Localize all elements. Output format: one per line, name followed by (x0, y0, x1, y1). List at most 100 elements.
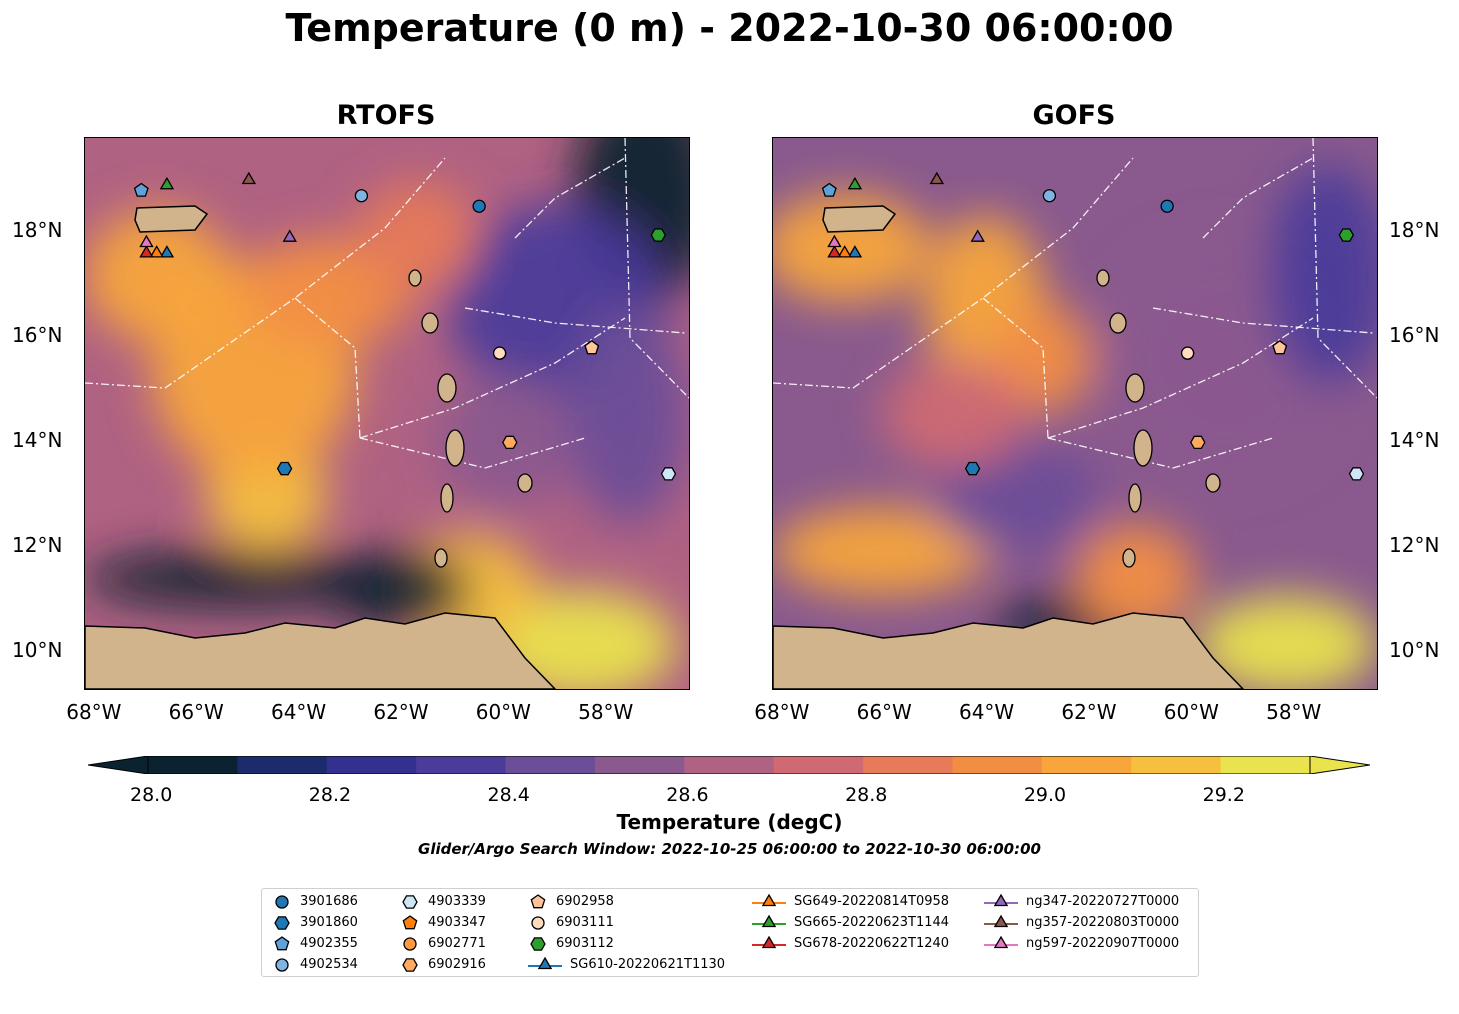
colorbar-segment (326, 756, 417, 774)
legend-label: SG649-20220814T0958 (794, 893, 950, 909)
x-tick-label: 62°W (373, 700, 429, 724)
x-tick-label: 64°W (270, 700, 327, 724)
eez-boundary-line (1202, 157, 1314, 239)
marker-ng347-20220727T0000 (282, 229, 297, 242)
legend-item: ng347-20220727T0000 (984, 893, 1179, 909)
legend-marker-6902771 (403, 937, 417, 951)
marker-3901686 (1160, 199, 1174, 213)
legend-item: ng357-20220803T0000 (984, 914, 1179, 930)
rtofs-map (84, 137, 690, 690)
marker-ng347-20220727T0000 (970, 229, 985, 242)
marker-6903111 (492, 346, 507, 360)
island-land (408, 269, 422, 287)
legend-item: 3901860 (272, 914, 358, 930)
temperature-patch (1195, 595, 1377, 689)
y-tick-label-left: 16°N (12, 323, 63, 348)
temperature-patch (568, 303, 689, 524)
legend-marker-ng347-20220727T0000 (993, 893, 1009, 907)
eez-boundary-line (359, 317, 626, 439)
legend-marker-6902916 (402, 958, 418, 972)
legend-label: 3901860 (300, 914, 358, 930)
legend-item: SG610-20220621T1130 (528, 956, 725, 972)
eez-boundary-line (773, 157, 1134, 389)
marker-SG678-20220622T1240 (827, 245, 842, 258)
legend-label: 6903111 (556, 914, 614, 930)
marker-4902534 (354, 189, 369, 203)
legend-item: ng597-20220907T0000 (984, 935, 1179, 951)
temperature-patch (881, 358, 1027, 469)
x-tick-label: 66°W (856, 700, 912, 724)
island-land (1096, 269, 1110, 287)
colorbar-tick-label: 29.2 (1202, 784, 1245, 806)
marker-6902916 (1190, 435, 1206, 450)
x-tick-label: 58°W (578, 700, 634, 724)
legend-item: 6902771 (400, 935, 486, 951)
legend-marker-ng597-20220907T0000 (993, 935, 1009, 949)
marker-SG649-20220814T0958 (149, 245, 164, 258)
legend-marker-4902534 (275, 958, 289, 972)
temperature-patch (773, 507, 991, 596)
x-tick-label: 62°W (1061, 700, 1117, 724)
marker-4902355 (133, 182, 149, 197)
south-america-land (85, 612, 557, 689)
legend-label: ng597-20220907T0000 (1026, 935, 1180, 951)
marker-6902916 (502, 435, 518, 450)
eez-boundary-line (1312, 138, 1377, 399)
legend: 3901686 3901860 4902355 4902534 4903339 49033… (261, 888, 1199, 977)
legend-marker-6902958 (530, 894, 546, 909)
x-tick-label: 58°W (1266, 700, 1322, 724)
legend-marker-4903347 (402, 915, 418, 930)
colorbar-segment (1220, 756, 1311, 774)
legend-label: 6902771 (428, 935, 486, 951)
south-america-land (773, 612, 1245, 689)
temperature-patch (1075, 523, 1196, 634)
legend-item: 4902534 (272, 956, 358, 972)
colorbar-tick-label: 28.6 (666, 784, 709, 806)
marker-SG610-20220621T1130 (847, 245, 863, 258)
legend-label: 6903112 (556, 935, 614, 951)
colorbar-segment (684, 756, 775, 774)
colorbar-segment (1041, 756, 1132, 774)
marker-3901860 (964, 461, 981, 476)
marker-ng597-20220907T0000 (827, 234, 842, 248)
island-land (1122, 548, 1136, 568)
marker-ng357-20220803T0000 (241, 171, 257, 185)
legend-label: 4903347 (428, 914, 486, 930)
legend-item: 6902958 (528, 893, 614, 909)
marker-6902958 (1272, 340, 1288, 355)
y-tick-label-left: 10°N (12, 638, 63, 663)
island-land (517, 473, 533, 493)
legend-label: 4902355 (300, 935, 358, 951)
legend-marker-ng357-20220803T0000 (993, 914, 1009, 928)
eez-boundary-line (464, 307, 686, 334)
colorbar-tick-label: 28.8 (845, 784, 888, 806)
eez-boundary-line (85, 157, 446, 389)
island-land (440, 483, 454, 513)
colorbar-segment (148, 756, 238, 774)
marker-6903112 (1338, 228, 1355, 242)
island-land (1205, 473, 1221, 493)
search-window-subtitle: Glider/Argo Search Window: 2022-10-25 06… (418, 840, 1041, 858)
temperature-patch (326, 551, 472, 629)
y-tick-label-right: 12°N (1389, 533, 1440, 558)
legend-marker-3901686 (275, 895, 289, 909)
x-tick-label: 60°W (475, 700, 531, 724)
x-tick-label: 68°W (754, 700, 810, 724)
eez-boundary-line (514, 157, 626, 239)
legend-label: 3901686 (300, 893, 358, 909)
panel-title-gofs: GOFS (1032, 100, 1116, 131)
island-land (1128, 483, 1142, 513)
legend-marker-4902355 (274, 936, 290, 951)
legend-item: 6902916 (400, 956, 486, 972)
legend-item: SG665-20220623T1144 (752, 914, 949, 930)
island-land (1109, 312, 1127, 334)
colorbar-segment (1131, 756, 1222, 774)
marker-4903339 (1348, 467, 1365, 481)
legend-marker-SG678-20220622T1240 (761, 935, 777, 949)
legend-label: ng347-20220727T0000 (1026, 893, 1180, 909)
x-tick-label: 68°W (66, 700, 122, 724)
colorbar-min-extend (88, 756, 149, 774)
y-tick-label-right: 16°N (1389, 323, 1440, 348)
legend-label: SG665-20220623T1144 (794, 914, 950, 930)
colorbar-segment (952, 756, 1043, 774)
